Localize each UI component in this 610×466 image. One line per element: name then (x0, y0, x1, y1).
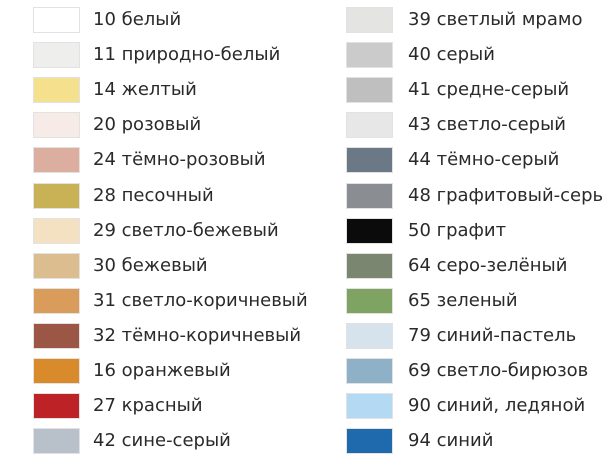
color-swatch (346, 112, 393, 139)
color-label: 20 розовый (93, 114, 202, 136)
color-label: 90 синий, ледяной (408, 395, 586, 417)
color-swatch (346, 252, 393, 279)
color-swatch (33, 112, 80, 139)
color-swatch (33, 287, 80, 314)
color-label: 32 тёмно-коричневый (93, 324, 302, 346)
color-label: 94 синий (408, 430, 494, 452)
color-swatch (33, 393, 80, 420)
color-swatch (346, 393, 393, 420)
color-label: 64 серо-зелёный (408, 254, 568, 276)
color-label: 48 графитовый-серь (408, 184, 604, 206)
color-swatch (33, 217, 80, 244)
color-label: 24 тёмно-розовый (93, 149, 266, 171)
color-label: 39 светлый мрамо (408, 9, 583, 30)
color-swatch (33, 428, 80, 455)
color-swatch (346, 42, 393, 69)
color-swatch (346, 358, 393, 384)
color-label: 43 светло-серый (408, 114, 567, 136)
color-swatch (346, 77, 393, 104)
color-swatch (33, 77, 80, 104)
color-swatch (346, 217, 393, 244)
color-swatch (33, 322, 80, 349)
color-label: 11 природно-белый (93, 44, 281, 66)
color-swatch (346, 182, 393, 209)
color-swatch (346, 322, 393, 349)
color-swatch (33, 42, 80, 69)
color-label: 44 тёмно-серый (408, 149, 560, 171)
color-swatch (33, 7, 80, 33)
color-swatch (33, 147, 80, 174)
color-label: 42 сине-серый (93, 430, 231, 452)
color-label: 16 оранжевый (93, 360, 231, 381)
color-label: 65 зеленый (408, 289, 518, 311)
color-swatch (33, 358, 80, 384)
color-label: 50 графит (408, 219, 507, 241)
color-label: 29 светло-бежевый (93, 219, 279, 241)
color-swatch (33, 182, 80, 209)
color-label: 10 белый (93, 9, 182, 30)
color-label: 27 красный (93, 395, 203, 417)
color-swatch (346, 7, 393, 33)
color-label: 30 бежевый (93, 254, 208, 276)
color-label: 41 средне-серый (408, 79, 570, 101)
color-label: 69 светло-бирюзов (408, 360, 589, 381)
color-label: 14 желтый (93, 79, 197, 101)
color-swatch (346, 428, 393, 455)
color-label: 40 серый (408, 44, 495, 66)
color-swatch (33, 252, 80, 279)
color-swatch (346, 287, 393, 314)
color-label: 79 синий-пастель (408, 324, 577, 346)
color-label: 31 светло-коричневый (93, 289, 308, 311)
color-label: 28 песочный (93, 184, 214, 206)
color-swatch (346, 147, 393, 174)
